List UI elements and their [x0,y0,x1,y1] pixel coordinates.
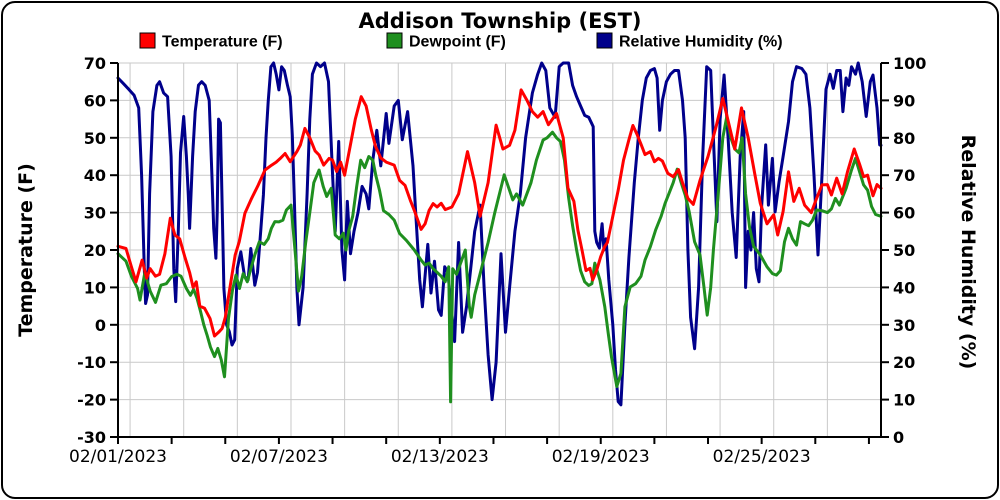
chart-title: Addison Township (EST) [359,9,642,33]
axes [110,62,889,444]
y-right-tick-label: 50 [893,241,915,260]
legend-label-temperature: Temperature (F) [162,34,283,51]
y-right-tick-label: 40 [893,278,915,297]
y-left-tick-label: 40 [84,166,106,185]
y-left-tick-label: 50 [84,129,106,148]
legend-swatch-dewpoint [386,32,403,49]
x-tick-label: 02/19/2023 [552,447,650,467]
y-axis-right-title: Relative Humidity (%) [957,135,979,370]
legend-label-dewpoint: Dewpoint (F) [409,34,506,51]
y-left-tick-label: 0 [95,316,106,335]
weather-chart: -30 -20 -10 0 10 20 30 40 50 60 70 0 10 20 30 40 50 60 70 8… [15,9,979,467]
y-right-tick-label: 60 [893,204,915,223]
y-left-tick-label: 70 [84,54,106,73]
x-tick-label: 02/25/2023 [713,447,811,467]
y-right-tick-label: 0 [893,428,904,447]
relative-humidity-line [116,61,883,407]
y-left-tick-label: 20 [84,241,106,260]
y-right-tick-label: 100 [893,54,926,73]
temperature-line [116,88,883,338]
y-left-tick-label: 10 [84,278,106,297]
y-left-tick-label: 30 [84,204,106,223]
x-tick-label: 02/13/2023 [391,447,489,467]
y-right-tick-label: 90 [893,91,915,110]
y-left-tick-label: -10 [77,353,106,372]
tick-labels: -30 -20 -10 0 10 20 30 40 50 60 70 0 10 20 30 40 50 60 70 8… [69,54,926,467]
y-right-tick-label: 80 [893,129,915,148]
legend-label-humidity: Relative Humidity (%) [619,34,783,51]
legend-swatch-humidity [596,32,613,49]
y-right-tick-label: 70 [893,166,915,185]
y-axis-left-title: Temperature (F) [15,163,37,337]
y-left-tick-label: -30 [77,428,106,447]
gridlines [118,62,881,437]
y-left-tick-label: 60 [84,91,106,110]
legend: Temperature (F) Dewpoint (F) Relative Hu… [139,32,783,51]
dewpoint-line [116,115,883,404]
y-right-tick-label: 10 [893,391,915,410]
legend-swatch-temperature [139,32,156,49]
y-left-tick-label: -20 [77,391,106,410]
x-tick-label: 02/07/2023 [230,447,328,467]
y-right-tick-label: 20 [893,353,915,372]
series-lines [116,61,883,407]
x-tick-label: 02/01/2023 [69,447,167,467]
y-right-tick-label: 30 [893,316,915,335]
